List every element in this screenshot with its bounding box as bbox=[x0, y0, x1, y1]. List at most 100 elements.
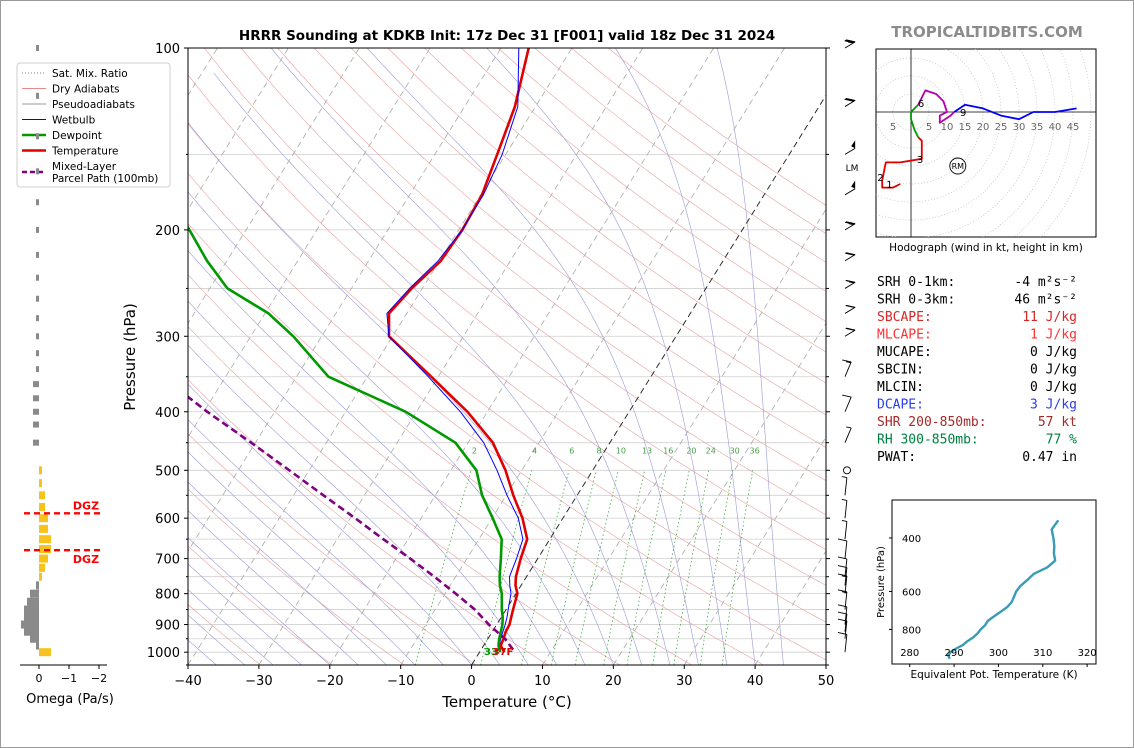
mixing-ratio-line bbox=[414, 470, 472, 665]
wind-barb-flag bbox=[851, 140, 856, 149]
skewt-x-tick-label: 0 bbox=[467, 674, 475, 689]
wind-barb-full bbox=[842, 394, 852, 398]
index-value: 0.47 in bbox=[1022, 450, 1077, 465]
skewt-x-tick-label: −30 bbox=[245, 674, 272, 689]
omega-bar bbox=[33, 421, 39, 428]
index-label: SBCAPE: bbox=[877, 310, 932, 325]
wind-barb-staff bbox=[844, 634, 848, 653]
watermark: TROPICALTIDBITS.COM bbox=[891, 23, 1083, 41]
pseudoadiabat-line bbox=[188, 344, 501, 665]
skewt-y-tick-label: 800 bbox=[155, 588, 180, 603]
hodograph-ring-label: 30 bbox=[1013, 122, 1026, 133]
hodograph-height-label: 1 bbox=[886, 180, 892, 191]
omega-bar bbox=[39, 563, 45, 572]
legend-label-line: Mixed-Layer bbox=[52, 161, 117, 173]
series-line-wetbulb bbox=[386, 48, 524, 653]
skewt-xlabel: Temperature (°C) bbox=[441, 693, 571, 711]
mixing-ratio-line bbox=[550, 470, 597, 665]
omega-bar bbox=[36, 350, 39, 357]
isotherm-line bbox=[542, 208, 826, 665]
wind-barb-staff bbox=[844, 606, 848, 625]
wind-barb-full bbox=[845, 327, 855, 331]
hodograph-trace bbox=[917, 89, 955, 124]
surface-dewpoint-label: 33 bbox=[484, 647, 498, 658]
wind-barb-staff bbox=[844, 575, 848, 594]
index-label: PWAT: bbox=[877, 450, 916, 465]
sounding-indices: SRH 0-1km: -4 m²s⁻² SRH 0-3km: 46 m²s⁻² SBCA… bbox=[877, 275, 1077, 465]
dry-adiabat-line bbox=[188, 488, 405, 665]
skewt-y-tick-label: 100 bbox=[155, 42, 180, 57]
dry-adiabat-line bbox=[188, 172, 826, 661]
index-label: MLCAPE: bbox=[877, 328, 932, 343]
mixing-ratio-label: 10 bbox=[616, 447, 626, 456]
omega-bar bbox=[39, 466, 42, 475]
omega-bar bbox=[39, 535, 51, 544]
skewt-y-tick-label: 700 bbox=[155, 553, 180, 568]
omega-bar bbox=[36, 168, 39, 175]
skewt-x-tick-label: 20 bbox=[605, 674, 622, 689]
dry-adiabat-line bbox=[188, 274, 692, 665]
hodograph-labels: 5 5 10 15 20 25 30 35 40 45 12 3 6 9 RM bbox=[877, 99, 1079, 191]
mixing-ratio-line bbox=[480, 470, 532, 665]
wind-barb-flag bbox=[851, 180, 856, 189]
pseudoadiabat-line bbox=[213, 72, 642, 665]
wind-barb-staff bbox=[844, 521, 848, 540]
pseudoadiabat-line bbox=[615, 48, 756, 665]
omega-bar bbox=[36, 199, 39, 206]
wind-barb-full bbox=[844, 98, 854, 102]
pseudoadiabat-line bbox=[188, 589, 274, 665]
skewt-x-tick-label: 10 bbox=[534, 674, 551, 689]
theta-e-y-tick-label: 400 bbox=[902, 534, 921, 545]
omega-bar bbox=[39, 514, 48, 523]
hodograph-ring-label: 40 bbox=[1049, 122, 1062, 133]
omega-bar bbox=[36, 251, 39, 258]
wind-barb-half bbox=[841, 591, 847, 594]
index-label: SHR 200-850mb: bbox=[877, 415, 987, 430]
skewt-x-tick-label: −10 bbox=[387, 674, 414, 689]
wind-barb-staff bbox=[844, 361, 852, 377]
wind-barb-half bbox=[848, 41, 854, 44]
dry-adiabat-line bbox=[424, 48, 826, 353]
dry-adiabat-line bbox=[277, 48, 826, 482]
wind-barb-staff bbox=[844, 306, 856, 314]
pseudoadiabat-line bbox=[188, 451, 416, 665]
theta-e-plot bbox=[947, 519, 1060, 660]
wind-barb-staff bbox=[844, 540, 848, 559]
isotherm-line bbox=[188, 48, 573, 665]
isotherm-line bbox=[329, 48, 715, 665]
mixing-ratio-line bbox=[574, 470, 619, 665]
hodograph-caption: Hodograph (wind in kt, height in km) bbox=[889, 242, 1083, 254]
wind-barb-staff bbox=[844, 427, 852, 443]
mixing-ratio-label: 4 bbox=[532, 447, 537, 456]
wind-barb-staff bbox=[844, 329, 856, 337]
index-label: MLCIN: bbox=[877, 380, 924, 395]
omega-bar bbox=[39, 479, 42, 488]
index-value: 77 % bbox=[1046, 433, 1077, 448]
mixing-ratio-line bbox=[721, 470, 754, 665]
wind-barb-full bbox=[837, 556, 847, 560]
omega-bar bbox=[27, 597, 39, 606]
omega-bar bbox=[39, 524, 48, 533]
hodograph-trace bbox=[881, 136, 923, 189]
skewt-axes-frame bbox=[187, 47, 827, 666]
index-value: 1 J/kg bbox=[1030, 328, 1077, 343]
legend-label-line: Pseudoadiabats bbox=[52, 99, 135, 111]
hodograph-ring-label: 25 bbox=[995, 122, 1008, 133]
pseudoadiabat-line bbox=[188, 563, 302, 665]
zero-isotherm-line bbox=[471, 94, 826, 665]
dry-adiabat-line bbox=[188, 223, 764, 665]
mixing-ratio-line bbox=[626, 470, 667, 665]
omega-bar bbox=[36, 226, 39, 233]
mixing-ratio-label: 13 bbox=[642, 447, 652, 456]
series-line-temperature bbox=[387, 48, 530, 653]
theta-e-line bbox=[947, 519, 1060, 660]
wind-barb-half bbox=[848, 223, 854, 226]
wind-barbs bbox=[837, 39, 856, 653]
calm-wind-circle bbox=[843, 466, 851, 475]
mixing-ratio-label: 24 bbox=[706, 447, 716, 456]
hodograph-ring-label: 15 bbox=[959, 122, 972, 133]
pseudoadiabat-line bbox=[270, 48, 671, 665]
mixing-ratio-label: 8 bbox=[597, 447, 602, 456]
hodograph-ring-label: 5 bbox=[926, 122, 932, 133]
omega-bar bbox=[30, 634, 39, 643]
